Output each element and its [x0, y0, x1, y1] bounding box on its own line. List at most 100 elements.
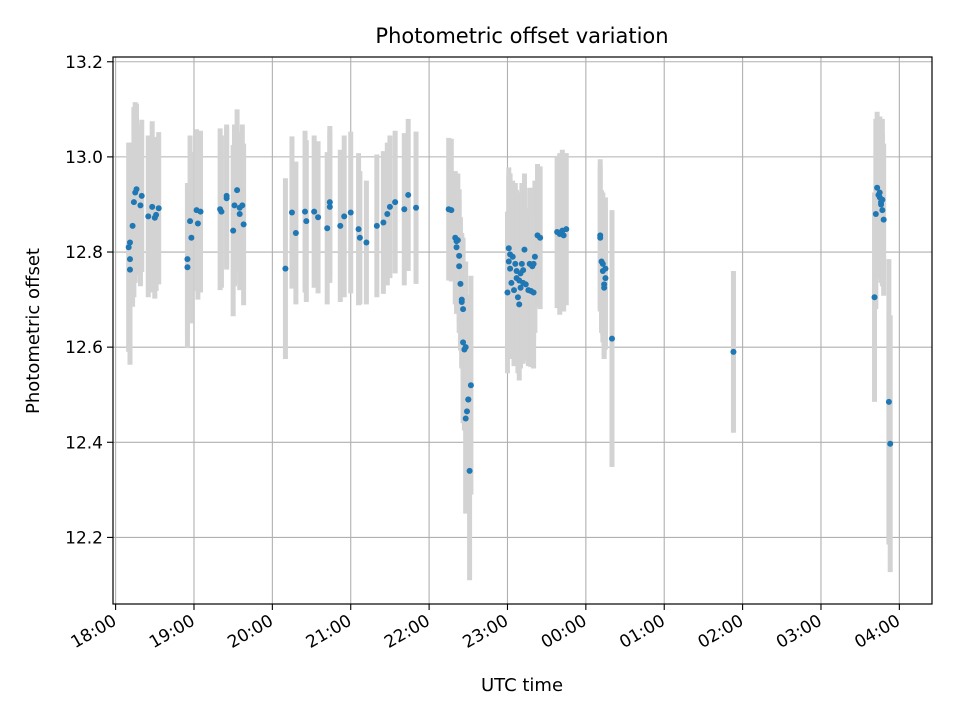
data-point	[282, 265, 289, 272]
y-tick-label: 12.8	[65, 243, 103, 263]
data-point	[239, 202, 246, 209]
data-point	[194, 220, 201, 227]
data-point	[386, 203, 393, 210]
data-point	[137, 202, 144, 209]
data-point	[517, 284, 524, 291]
data-point	[880, 216, 887, 223]
data-point	[356, 234, 363, 241]
x-axis-label: UTC time	[481, 675, 563, 696]
data-point	[872, 210, 879, 217]
data-point	[448, 207, 455, 214]
y-tick-label: 12.2	[65, 528, 103, 548]
data-point	[518, 260, 525, 267]
data-point	[363, 239, 370, 246]
data-point	[457, 280, 464, 287]
data-point	[236, 210, 243, 217]
data-point	[460, 306, 467, 313]
data-point	[373, 222, 380, 229]
data-point	[184, 256, 191, 263]
data-point	[392, 199, 399, 206]
data-point	[876, 189, 883, 196]
data-point	[155, 205, 162, 212]
data-point	[315, 214, 322, 221]
data-point	[384, 210, 391, 217]
data-point	[218, 208, 225, 215]
data-point	[879, 196, 886, 203]
data-point	[453, 244, 460, 251]
data-point	[560, 232, 567, 239]
data-point	[465, 396, 472, 403]
data-point	[520, 267, 527, 274]
data-point	[324, 225, 331, 232]
data-point	[458, 296, 465, 303]
data-point	[129, 222, 136, 229]
data-point	[302, 208, 309, 215]
data-point	[234, 187, 241, 194]
data-point	[505, 258, 512, 265]
data-point	[522, 281, 529, 288]
data-point	[231, 202, 238, 209]
data-point	[531, 253, 538, 260]
data-point	[521, 246, 528, 253]
data-point	[126, 256, 133, 263]
data-point	[341, 213, 348, 220]
data-point	[511, 287, 518, 294]
data-point	[153, 211, 160, 218]
data-point	[509, 253, 516, 260]
data-point	[887, 440, 894, 447]
data-point	[126, 266, 133, 273]
data-point	[467, 382, 474, 389]
data-point	[230, 227, 237, 234]
data-point	[326, 199, 333, 206]
data-point	[187, 218, 194, 225]
data-point	[508, 279, 515, 286]
data-point	[125, 244, 132, 251]
data-point	[463, 408, 470, 415]
data-point	[871, 294, 878, 301]
data-point	[337, 222, 344, 229]
data-point	[507, 265, 514, 272]
plot-frame	[112, 56, 933, 605]
data-point	[292, 229, 299, 236]
data-point	[730, 348, 737, 355]
data-point	[874, 184, 881, 191]
data-point	[466, 467, 473, 474]
data-point	[462, 415, 469, 422]
data-point	[240, 221, 247, 228]
data-point	[879, 207, 886, 214]
data-point	[885, 398, 892, 405]
data-point	[599, 260, 606, 267]
data-point	[138, 192, 145, 199]
data-point	[505, 245, 512, 252]
data-point	[126, 239, 133, 246]
data-point	[514, 294, 521, 301]
chart-title: Photometric offset variation	[375, 24, 668, 48]
data-point	[512, 260, 519, 267]
data-point	[303, 218, 310, 225]
data-point	[355, 226, 362, 233]
data-point	[184, 264, 191, 271]
data-point	[380, 219, 387, 226]
data-point	[460, 339, 467, 346]
y-axis-label: Photometric offset	[23, 248, 44, 414]
y-tick-label: 13.0	[65, 148, 103, 168]
data-point	[311, 208, 318, 215]
data-point	[504, 289, 511, 296]
data-point	[530, 289, 537, 296]
data-point	[288, 209, 295, 216]
data-point	[537, 234, 544, 241]
data-point	[347, 209, 354, 216]
data-point	[401, 206, 408, 213]
data-point	[462, 344, 469, 351]
data-point	[454, 237, 461, 244]
data-point	[456, 252, 463, 259]
data-point	[405, 191, 412, 198]
data-point	[197, 208, 204, 215]
data-point	[516, 301, 523, 308]
y-tick-label: 12.4	[65, 433, 103, 453]
data-point	[601, 284, 608, 291]
data-point	[602, 265, 609, 272]
data-point	[602, 275, 609, 282]
data-point	[456, 263, 463, 270]
